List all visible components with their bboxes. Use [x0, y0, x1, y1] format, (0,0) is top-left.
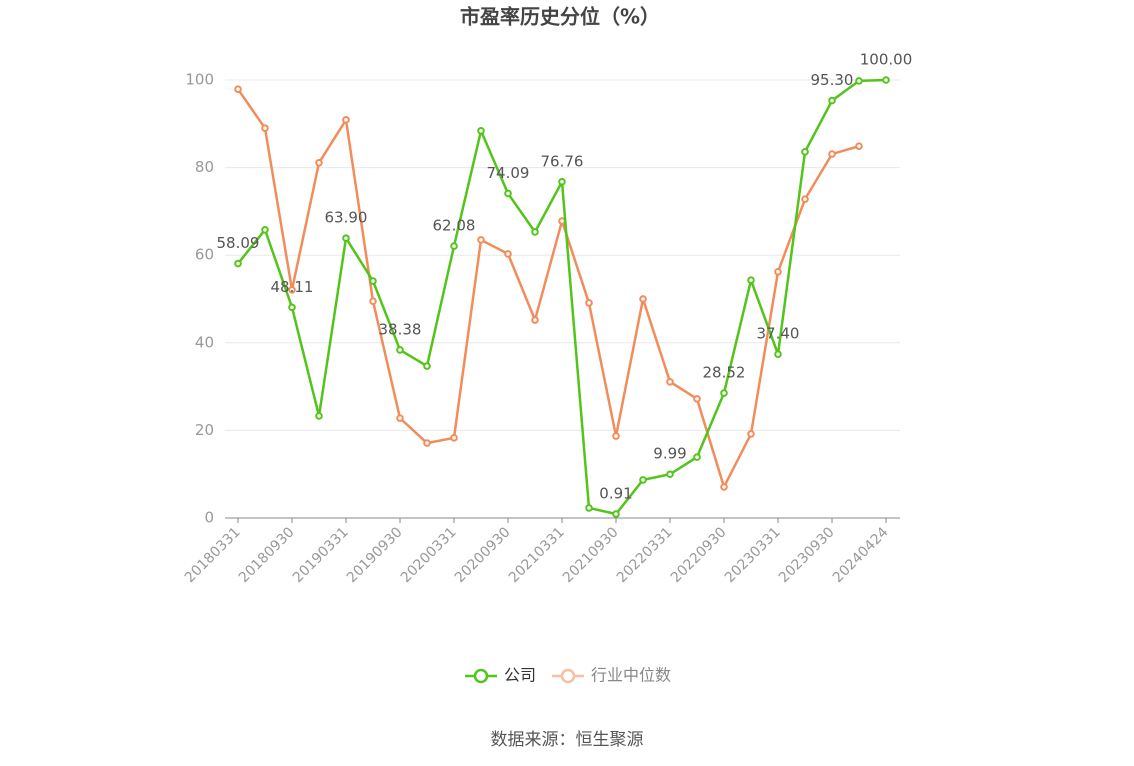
data-point [288, 286, 296, 294]
x-tick-label: 20180930 [236, 524, 298, 586]
data-point [342, 234, 350, 242]
x-tick-label: 20230930 [776, 524, 838, 586]
data-point [315, 412, 323, 420]
data-point [693, 395, 701, 403]
data-point [396, 414, 404, 422]
data-point [423, 362, 431, 370]
data-point [450, 242, 458, 250]
legend-marker [560, 668, 576, 684]
data-point [342, 116, 350, 124]
x-tick-label: 20220930 [668, 524, 730, 586]
data-point [639, 295, 647, 303]
source-note: 数据来源：恒生聚源 [491, 730, 644, 750]
data-point [234, 85, 242, 93]
data-point [531, 316, 539, 324]
y-tick-label: 0 [204, 509, 214, 527]
data-label: 100.00 [860, 51, 913, 69]
data-point [396, 346, 404, 354]
data-point [504, 250, 512, 258]
data-label: 76.76 [541, 152, 584, 170]
data-point [666, 470, 674, 479]
data-point [693, 453, 701, 461]
data-point [774, 268, 782, 276]
data-label: 9.99 [653, 445, 686, 463]
data-point [288, 303, 296, 312]
x-tick-label: 20230331 [722, 524, 784, 586]
data-point [666, 377, 674, 386]
x-tick-label: 20200930 [452, 524, 514, 586]
data-point [612, 432, 620, 440]
data-point [504, 189, 512, 198]
data-point [261, 225, 269, 234]
data-point [828, 96, 836, 105]
data-label: 28.52 [703, 364, 746, 382]
x-tick-label: 20210930 [560, 524, 622, 586]
data-point [315, 158, 323, 167]
data-point [639, 476, 647, 484]
data-point [531, 228, 539, 236]
data-point [720, 389, 728, 397]
y-tick-label: 100 [185, 71, 214, 89]
x-tick-label: 20180331 [182, 524, 244, 586]
legend-marker [473, 668, 489, 684]
data-point [828, 150, 836, 158]
data-label: 95.30 [811, 71, 854, 89]
data-label: 58.09 [217, 234, 260, 252]
data-point [585, 299, 593, 307]
y-tick-label: 20 [195, 421, 214, 439]
x-tick-label: 20190930 [344, 524, 406, 586]
data-label: 74.09 [487, 164, 530, 182]
series-line [237, 78, 887, 516]
legend-item: 公司 [465, 666, 536, 685]
x-tick-label: 20210331 [506, 524, 568, 586]
legend-label: 行业中位数 [591, 666, 671, 685]
legend-label: 公司 [504, 666, 536, 685]
chart-title: 市盈率历史分位（%） [460, 5, 660, 29]
y-tick-label: 60 [195, 246, 214, 264]
data-point [801, 195, 809, 203]
data-point [855, 142, 863, 150]
data-point [855, 77, 863, 85]
data-point [747, 276, 755, 284]
data-point [369, 297, 377, 305]
legend-item: 行业中位数 [552, 666, 671, 685]
series-line [236, 88, 860, 491]
data-point [747, 430, 755, 438]
data-point [261, 124, 269, 132]
data-point [369, 277, 377, 285]
x-tick-label: 20190331 [290, 524, 352, 586]
data-label: 62.08 [433, 217, 476, 235]
data-point [234, 259, 242, 268]
data-point [477, 236, 485, 244]
data-point [585, 504, 593, 512]
data-label: 37.40 [757, 325, 800, 343]
data-point [423, 439, 431, 447]
data-point [774, 350, 782, 358]
data-point [720, 483, 728, 491]
y-tick-label: 40 [195, 333, 214, 351]
data-point [882, 76, 890, 84]
data-point [612, 510, 620, 518]
x-tick-label: 20200331 [398, 524, 460, 586]
data-label: 48.11 [271, 278, 314, 296]
x-tick-label: 20240424 [830, 524, 892, 586]
data-point [450, 434, 458, 442]
x-tick-label: 20220331 [614, 524, 676, 586]
data-label: 0.91 [599, 485, 632, 503]
data-point [477, 127, 485, 135]
data-point [558, 177, 566, 186]
data-point [801, 148, 809, 156]
data-label: 38.38 [379, 320, 422, 338]
y-tick-label: 80 [195, 158, 214, 176]
data-label: 63.90 [325, 209, 368, 227]
